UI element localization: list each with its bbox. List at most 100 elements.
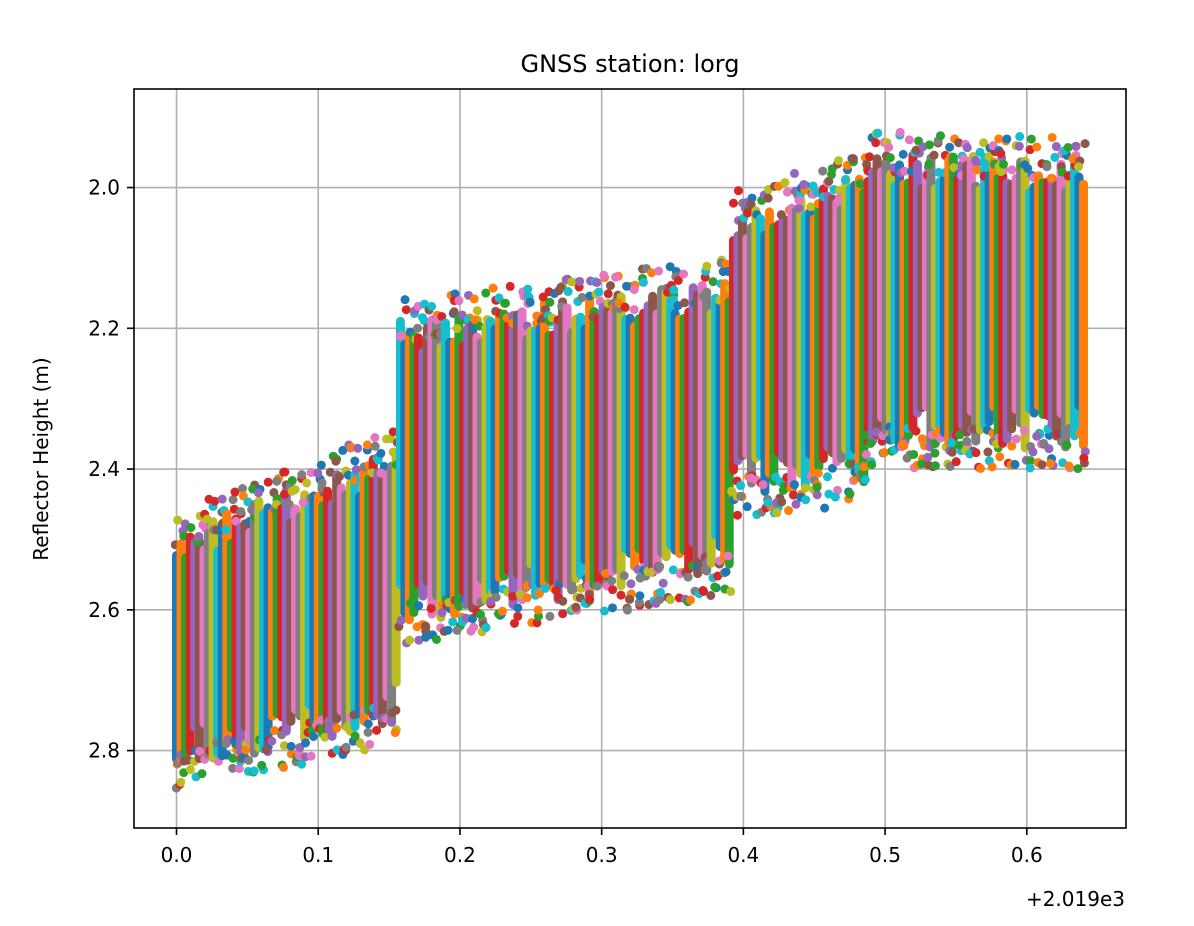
data-point [332,723,342,733]
data-point [437,312,447,322]
data-point [962,143,972,153]
data-point [1011,434,1021,444]
data-point [784,506,794,516]
data-point [746,200,756,210]
data-point [313,468,323,478]
data-point [945,461,955,471]
data-point [452,625,462,635]
data-point [708,277,718,287]
data-point [987,462,997,472]
data-point [1007,165,1017,175]
y-tick-label: 2.8 [88,739,120,763]
data-point [390,728,400,738]
data-point [979,138,989,148]
data-point [454,296,464,306]
data-point [1002,134,1012,144]
data-point [683,572,693,582]
data-point [325,467,335,477]
data-point [540,583,550,593]
data-point [1080,139,1090,149]
data-point [1023,163,1033,173]
data-point [679,269,689,279]
data-point [917,459,927,469]
data-point [350,731,360,741]
data-point [363,719,373,729]
data-point [261,745,271,755]
data-point [945,142,955,152]
data-point [626,579,636,589]
data-point [228,495,238,505]
data-point [743,208,753,218]
data-point [571,602,581,612]
data-point [947,447,957,457]
data-point [895,127,905,137]
x-tick-label: 0.5 [869,843,901,867]
data-point [871,138,881,148]
data-point [673,275,683,285]
data-point [286,741,296,751]
data-point [592,581,602,591]
data-point [620,302,630,312]
data-point [306,468,316,478]
data-point [1064,461,1074,471]
data-point [833,485,843,495]
data-point [806,202,816,212]
data-point [450,289,460,299]
data-point [668,565,678,575]
data-point [1073,162,1083,172]
data-point [782,187,792,197]
data-point [599,270,609,280]
data-point [334,472,344,482]
data-point [379,461,389,471]
data-point [475,609,485,619]
data-point [515,589,525,599]
data-point [946,438,956,448]
data-point [699,586,709,596]
data-point [1007,441,1017,451]
data-point [297,759,307,769]
data-point [497,606,507,616]
data-point [510,618,520,628]
data-point [799,180,809,190]
data-point [721,259,731,269]
data-point [263,477,273,487]
y-axis-label: Reflector Height (m) [29,357,53,560]
data-point [983,447,993,457]
data-point [654,266,664,276]
data-point [1051,142,1061,152]
data-point [830,492,840,502]
data-point [1063,142,1073,152]
x-tick-label: 0.1 [302,843,334,867]
data-point [253,488,263,498]
data-point [269,726,279,736]
data-point [1032,142,1042,152]
data-point [665,595,675,605]
data-point [911,145,921,155]
data-point [533,605,543,615]
data-point [1073,464,1083,474]
data-point [185,764,195,774]
data-point [951,457,961,467]
data-point [742,502,752,512]
data-point [924,140,934,150]
x-tick-label: 0.3 [586,843,618,867]
y-tick-label: 2.2 [88,316,120,340]
data-point [623,605,633,615]
data-point [538,292,548,302]
data-point [864,152,874,162]
data-point [789,480,799,490]
data-point [885,153,895,163]
data-point [234,764,244,774]
data-point [1079,453,1089,463]
data-point [414,635,424,645]
data-point [370,433,380,443]
data-point [306,751,316,761]
data-point [563,287,573,297]
data-point [585,594,595,604]
data-point [427,301,437,311]
data-point [372,725,382,735]
data-point [700,565,710,575]
data-point [972,165,982,175]
data-point [665,262,675,272]
